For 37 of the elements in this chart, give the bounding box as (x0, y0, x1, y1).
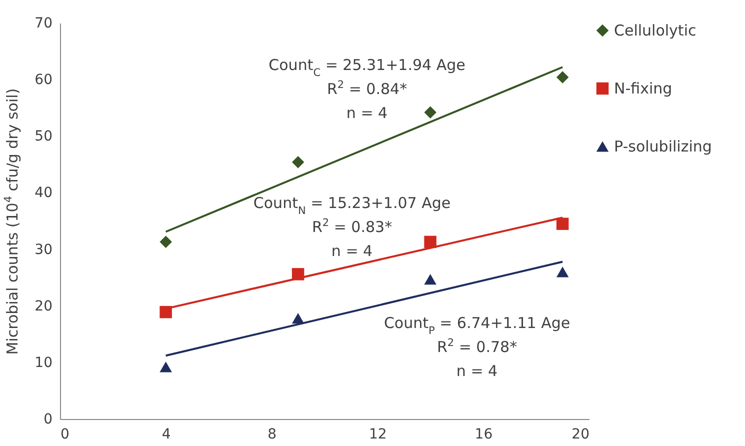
x-tick-label: 0 (60, 426, 70, 442)
x-tick-label: 8 (268, 426, 277, 442)
point (292, 156, 304, 168)
y-tick-label: 10 (34, 354, 52, 371)
y-tick-label: 30 (34, 242, 52, 258)
point (160, 362, 172, 372)
x-tick-label: 12 (368, 426, 387, 442)
point (424, 236, 436, 248)
x-tick-label: 4 (162, 426, 171, 442)
point (556, 218, 569, 230)
point (292, 313, 304, 324)
y-tick-label: 60 (34, 72, 52, 88)
point (424, 274, 436, 285)
legend-label: N-fixing (614, 80, 672, 98)
annotation: R$^{2}$ = 0.78* (436, 337, 518, 356)
point (160, 236, 172, 248)
point (556, 266, 569, 278)
y-tick-label: 20 (34, 298, 52, 314)
y-tick-label: 0 (44, 412, 52, 428)
annotation: Count$_{N}$ = 15.23+1.07 Age (253, 194, 451, 217)
y-tick-label: 40 (34, 185, 52, 202)
y-tick-label: 70 (34, 16, 52, 32)
annotation: R$^{2}$ = 0.84* (326, 79, 408, 98)
legend-label: P-solubilizing (614, 138, 712, 156)
annotation: R$^{2}$ = 0.83* (312, 217, 393, 236)
annotation: Count$_{P}$ = 6.74+1.11 Age (384, 314, 570, 337)
x-tick-label: 16 (474, 426, 493, 442)
point (160, 306, 172, 318)
x-tick-label: 20 (572, 426, 590, 442)
annotation: n = 4 (456, 362, 498, 380)
legend-label: Cellulolytic (614, 22, 696, 40)
annotation: Count$_{C}$ = 25.31+1.94 Age (268, 56, 466, 79)
annotation: n = 4 (331, 242, 373, 260)
point (556, 71, 569, 84)
y-tick-label: 50 (34, 128, 52, 145)
annotation: n = 4 (346, 104, 388, 122)
point (424, 106, 436, 119)
